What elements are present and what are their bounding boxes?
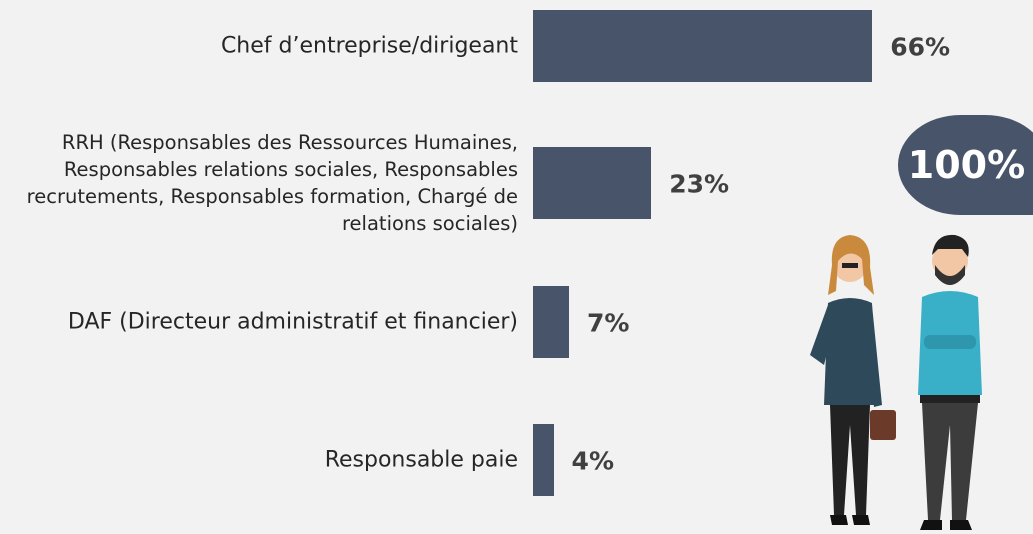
category-label: RRH (Responsables des Ressources Humaine… [26, 131, 518, 235]
data-label: 4% [571, 446, 614, 476]
illustration [810, 234, 982, 530]
bar [533, 424, 554, 496]
data-label: 66% [890, 32, 951, 62]
category-label: Chef d’entreprise/dirigeant [220, 33, 518, 59]
data-label: 7% [586, 308, 630, 338]
annotation: 100% [907, 143, 1026, 187]
category-label: DAF (Directeur administratif et financie… [67, 309, 518, 335]
bar [533, 147, 652, 219]
bar [533, 286, 569, 358]
category-label: Responsable paie [324, 447, 518, 473]
bar [533, 10, 873, 82]
bubble [898, 115, 1033, 215]
data-label: 23% [669, 169, 730, 199]
